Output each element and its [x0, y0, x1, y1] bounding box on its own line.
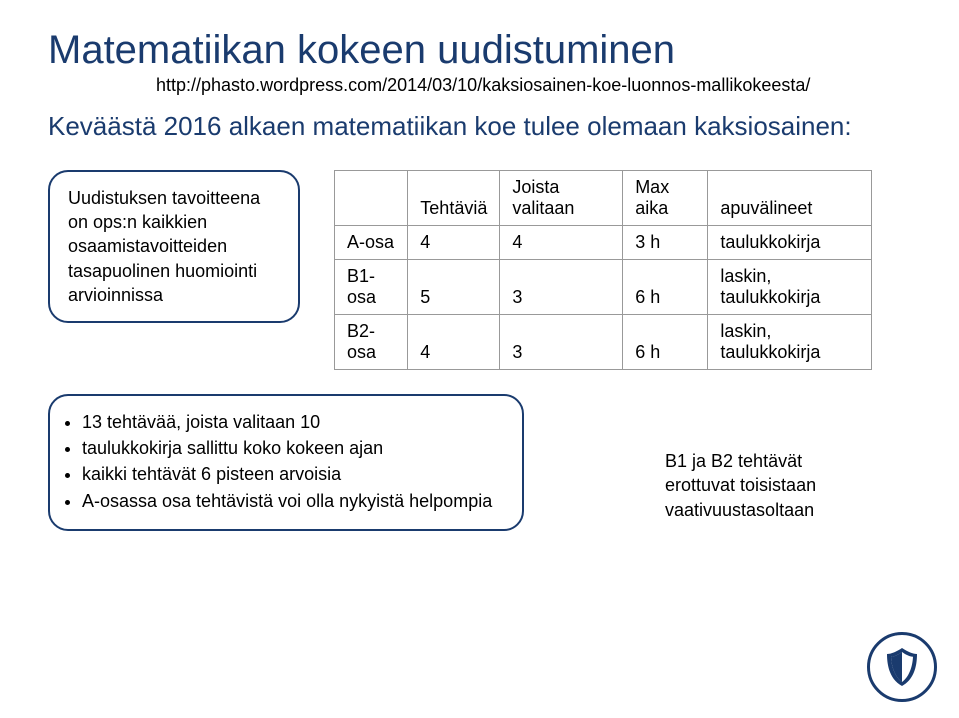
cell: 6 h	[623, 314, 708, 369]
subtitle: Keväästä 2016 alkaen matematiikan koe tu…	[48, 110, 911, 144]
bubble-line: Uudistuksen tavoitteena	[68, 186, 280, 210]
cell: B1-osa	[335, 259, 408, 314]
cell: 4	[408, 225, 500, 259]
bubble-line: osaamistavoitteiden	[68, 234, 280, 258]
content-row: Uudistuksen tavoitteena on ops:n kaikkie…	[48, 170, 911, 370]
page-title: Matematiikan kokeen uudistuminen	[48, 28, 911, 73]
th-empty	[335, 170, 408, 225]
list-item: kaikki tehtävät 6 pisteen arvoisia	[82, 462, 504, 486]
bullet-list: 13 tehtävää, joista valitaan 10 taulukko…	[60, 410, 504, 513]
cell: 5	[408, 259, 500, 314]
logo-icon	[867, 632, 937, 702]
table-row: B1-osa 5 3 6 h laskin, taulukkokirja	[335, 259, 872, 314]
slide: Matematiikan kokeen uudistuminen http://…	[0, 0, 959, 718]
list-item: 13 tehtävää, joista valitaan 10	[82, 410, 504, 434]
note-line: vaativuustasoltaan	[665, 498, 883, 522]
top-bubble: Uudistuksen tavoitteena on ops:n kaikkie…	[48, 170, 300, 323]
cell: 6 h	[623, 259, 708, 314]
cell: 3	[500, 314, 623, 369]
table-row: B2-osa 4 3 6 h laskin, taulukkokirja	[335, 314, 872, 369]
cell: B2-osa	[335, 314, 408, 369]
th-max: Max aika	[623, 170, 708, 225]
source-url: http://phasto.wordpress.com/2014/03/10/k…	[156, 75, 911, 96]
logo-svg	[884, 646, 920, 688]
th-apu: apuvälineet	[708, 170, 872, 225]
bubble-line: tasapuolinen huomiointi	[68, 259, 280, 283]
note-line: erottuvat toisistaan	[665, 473, 883, 497]
bubble-line: arvioinnissa	[68, 283, 280, 307]
cell: 4	[500, 225, 623, 259]
bottom-bubble: 13 tehtävää, joista valitaan 10 taulukko…	[48, 394, 524, 531]
cell: 4	[408, 314, 500, 369]
cell: laskin, taulukkokirja	[708, 314, 872, 369]
table-wrap: Tehtäviä Joista valitaan Max aika apuväl…	[334, 170, 911, 370]
bubble-line: on ops:n kaikkien	[68, 210, 280, 234]
cell: 3 h	[623, 225, 708, 259]
cell: 3	[500, 259, 623, 314]
cell: taulukkokirja	[708, 225, 872, 259]
cell: A-osa	[335, 225, 408, 259]
th-joista: Joista valitaan	[500, 170, 623, 225]
table-header-row: Tehtäviä Joista valitaan Max aika apuväl…	[335, 170, 872, 225]
list-item: A-osassa osa tehtävistä voi olla nykyist…	[82, 489, 504, 513]
table-row: A-osa 4 4 3 h taulukkokirja	[335, 225, 872, 259]
data-table: Tehtäviä Joista valitaan Max aika apuväl…	[334, 170, 872, 370]
note-line: B1 ja B2 tehtävät	[665, 449, 883, 473]
list-item: taulukkokirja sallittu koko kokeen ajan	[82, 436, 504, 460]
note-box: B1 ja B2 tehtävät erottuvat toisistaan v…	[665, 449, 883, 522]
th-tehtavia: Tehtäviä	[408, 170, 500, 225]
cell: laskin, taulukkokirja	[708, 259, 872, 314]
